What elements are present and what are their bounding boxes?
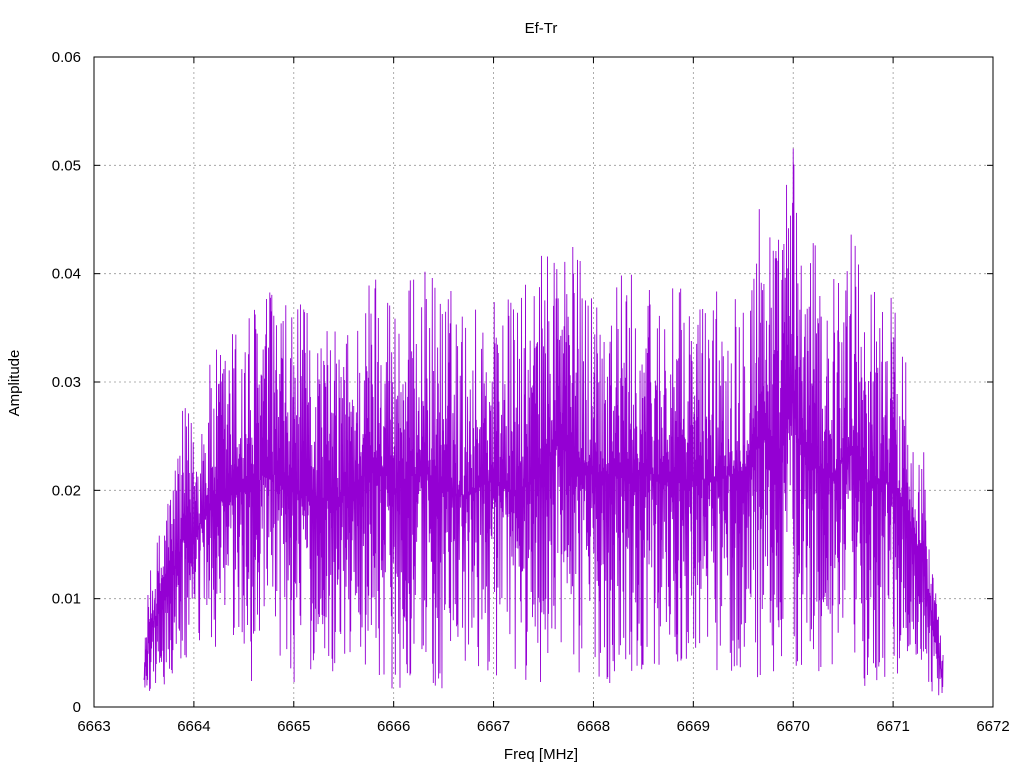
signal-line	[143, 148, 944, 696]
x-axis-label: Freq [MHz]	[504, 746, 578, 763]
x-tick-label: 6666	[377, 718, 410, 735]
x-tick-label: 6668	[577, 718, 610, 735]
y-tick-label: 0.04	[52, 266, 81, 283]
x-tick-label: 6663	[77, 718, 110, 735]
y-tick-label: 0	[73, 699, 81, 716]
x-tick-label: 6671	[876, 718, 909, 735]
y-tick-label: 0.03	[52, 374, 81, 391]
data-series	[143, 148, 944, 696]
x-tick-label: 6665	[277, 718, 310, 735]
tick-marks	[93, 56, 994, 708]
x-tick-label: 6664	[177, 718, 210, 735]
x-tick-label: 6669	[677, 718, 710, 735]
x-tick-label: 6672	[976, 718, 1009, 735]
y-tick-label: 0.05	[52, 157, 81, 174]
y-axis-label: Amplitude	[6, 350, 23, 417]
x-tick-label: 6667	[477, 718, 510, 735]
y-tick-label: 0.06	[52, 49, 81, 66]
x-tick-label: 6670	[777, 718, 810, 735]
y-tick-label: 0.02	[52, 482, 81, 499]
chart-title: Ef-Tr	[525, 20, 558, 37]
y-tick-label: 0.01	[52, 591, 81, 608]
